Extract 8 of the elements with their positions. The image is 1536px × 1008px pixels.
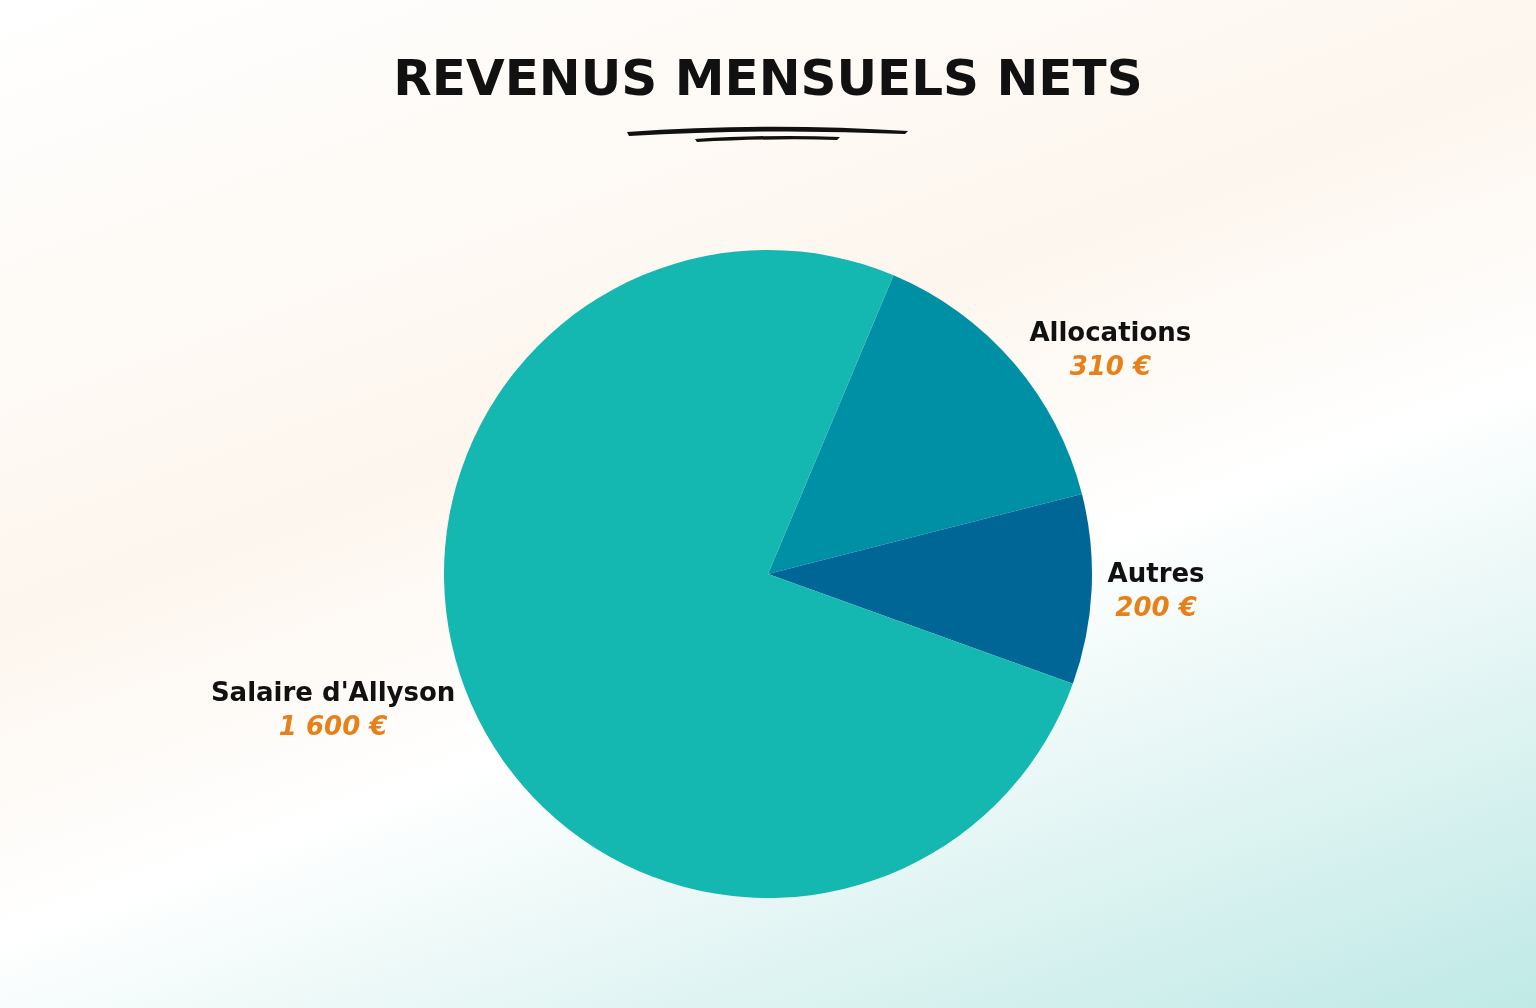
- slice-label: Allocations: [1029, 316, 1192, 347]
- data-label: 200 €: [1115, 591, 1197, 622]
- slice-label: Autres: [1107, 557, 1205, 588]
- chart-title: REVENUS MENSUELS NETS: [393, 49, 1143, 108]
- data-label: 310 €: [1069, 350, 1152, 381]
- pie-slice: [768, 493, 1092, 684]
- data-label: 1 600 €: [278, 711, 388, 742]
- slice-label: Salaire d'Allyson: [210, 677, 456, 708]
